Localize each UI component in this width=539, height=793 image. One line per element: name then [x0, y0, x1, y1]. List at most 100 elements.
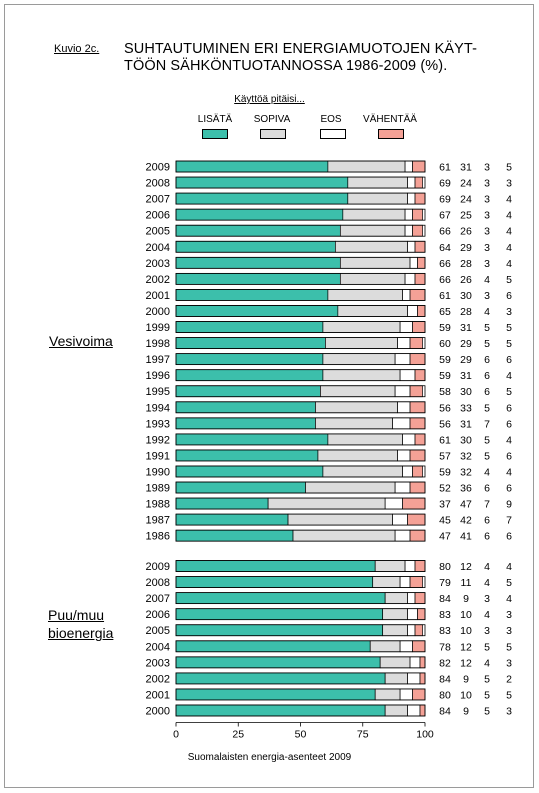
year-label: 1991 [146, 450, 170, 462]
year-label: 2002 [146, 673, 170, 685]
value-label: 80 [439, 689, 451, 701]
value-label: 5 [484, 338, 490, 350]
legend-heading: Käyttöä pitäisi... [234, 94, 305, 105]
bar-segment-eos [407, 240, 416, 253]
bar-segment-vahentaa [419, 704, 426, 717]
value-label: 66 [439, 226, 451, 238]
year-label: 2007 [146, 194, 170, 206]
bar-segment-vahentaa [417, 256, 426, 269]
bar-segment-eos [399, 369, 416, 382]
value-label: 3 [484, 290, 490, 302]
bar-segment-eos [399, 321, 413, 333]
bar-segment-sopiva [322, 369, 401, 382]
year-label: 1998 [146, 338, 170, 350]
value-label: 69 [439, 194, 451, 206]
bar-outline [175, 240, 426, 253]
bar-segment-lisata [175, 401, 316, 414]
value-label: 6 [506, 290, 512, 302]
bar-segment-lisata [175, 321, 324, 333]
year-label: 1990 [146, 466, 170, 478]
bar-outline [175, 465, 426, 478]
value-label: 4 [506, 258, 512, 270]
value-label: 47 [460, 499, 472, 511]
figure-label: Kuvio 2c. [54, 43, 100, 55]
year-label: 1994 [146, 402, 170, 414]
value-label: 5 [484, 402, 490, 414]
value-label: 31 [460, 370, 472, 382]
bar-segment-eos [404, 224, 413, 237]
bar-segment-lisata [175, 176, 349, 189]
bar-segment-vahentaa [409, 449, 426, 462]
value-label: 6 [506, 418, 512, 430]
value-label: 9 [463, 673, 469, 685]
value-label: 5 [506, 338, 512, 350]
value-label: 3 [506, 178, 512, 190]
value-label: 9 [463, 593, 469, 605]
bar-segment-eos [399, 688, 413, 701]
bar-segment-eos [384, 497, 403, 510]
bar-segment-lisata [175, 385, 321, 398]
bar-segment-vahentaa [414, 176, 423, 189]
value-label: 3 [484, 625, 490, 637]
value-label: 3 [506, 705, 512, 717]
value-label: 3 [484, 210, 490, 222]
bar-segment-lisata [175, 640, 371, 653]
value-label: 9 [506, 499, 512, 511]
bar-segment-vahentaa [409, 385, 423, 398]
bar-segment-sopiva [339, 224, 406, 237]
bar-segment-sopiva [384, 592, 408, 604]
bar-segment-vahentaa [414, 433, 426, 446]
bar-segment-eos [404, 560, 416, 572]
year-label: 1995 [146, 386, 170, 398]
bar-segment-lisata [175, 704, 386, 717]
bar-segment-sopiva [372, 576, 401, 588]
bar-segment-eos [409, 656, 421, 669]
value-label: 12 [460, 561, 472, 573]
value-label: 4 [506, 593, 512, 605]
bar-segment-vahentaa [419, 656, 426, 669]
bar-outline [175, 385, 426, 398]
bar-segment-vahentaa [409, 337, 423, 349]
bar-segment-sopiva [327, 289, 403, 301]
bar-segment-eos [404, 160, 413, 173]
value-label: 3 [484, 162, 490, 174]
bar-segment-vahentaa [414, 624, 423, 637]
value-label: 32 [460, 466, 472, 478]
value-label: 33 [460, 402, 472, 414]
value-label: 79 [439, 577, 451, 589]
value-label: 30 [460, 386, 472, 398]
bar-outline [175, 449, 426, 462]
value-label: 66 [439, 258, 451, 270]
value-label: 7 [484, 418, 490, 430]
value-label: 61 [439, 434, 451, 446]
bar-segment-lisata [175, 529, 294, 542]
bar-segment-vahentaa [412, 224, 423, 237]
bar-segment-eos [394, 481, 411, 494]
bar-segment-vahentaa [414, 192, 426, 205]
year-label: 1987 [146, 515, 170, 527]
value-label: 31 [460, 322, 472, 334]
bar-outline [175, 224, 426, 237]
bar-outline [175, 208, 426, 221]
bar-outline [175, 497, 426, 510]
bar-segment-lisata [175, 688, 376, 701]
value-label: 2 [506, 673, 512, 685]
bar-segment-eos [407, 624, 416, 637]
value-label: 31 [460, 162, 472, 174]
bar-segment-lisata [175, 513, 289, 526]
x-tick-label: 0 [173, 729, 179, 741]
bar-segment-eos [404, 273, 416, 285]
figure-frame [4, 4, 534, 788]
value-label: 9 [463, 705, 469, 717]
bar-outline [175, 560, 426, 572]
bar-segment-sopiva [315, 401, 398, 414]
bar-outline [175, 656, 426, 669]
group-label-bioenergia: Puu/muu bioenergia [48, 606, 113, 642]
bar-segment-vahentaa [414, 240, 426, 253]
year-label: 2001 [146, 689, 170, 701]
legend-label-lisata: LISÄTÄ [197, 114, 233, 125]
bar-segment-vahentaa [409, 417, 426, 430]
value-label: 4 [484, 577, 490, 589]
value-label: 5 [484, 673, 490, 685]
bar-segment-vahentaa [409, 401, 426, 414]
